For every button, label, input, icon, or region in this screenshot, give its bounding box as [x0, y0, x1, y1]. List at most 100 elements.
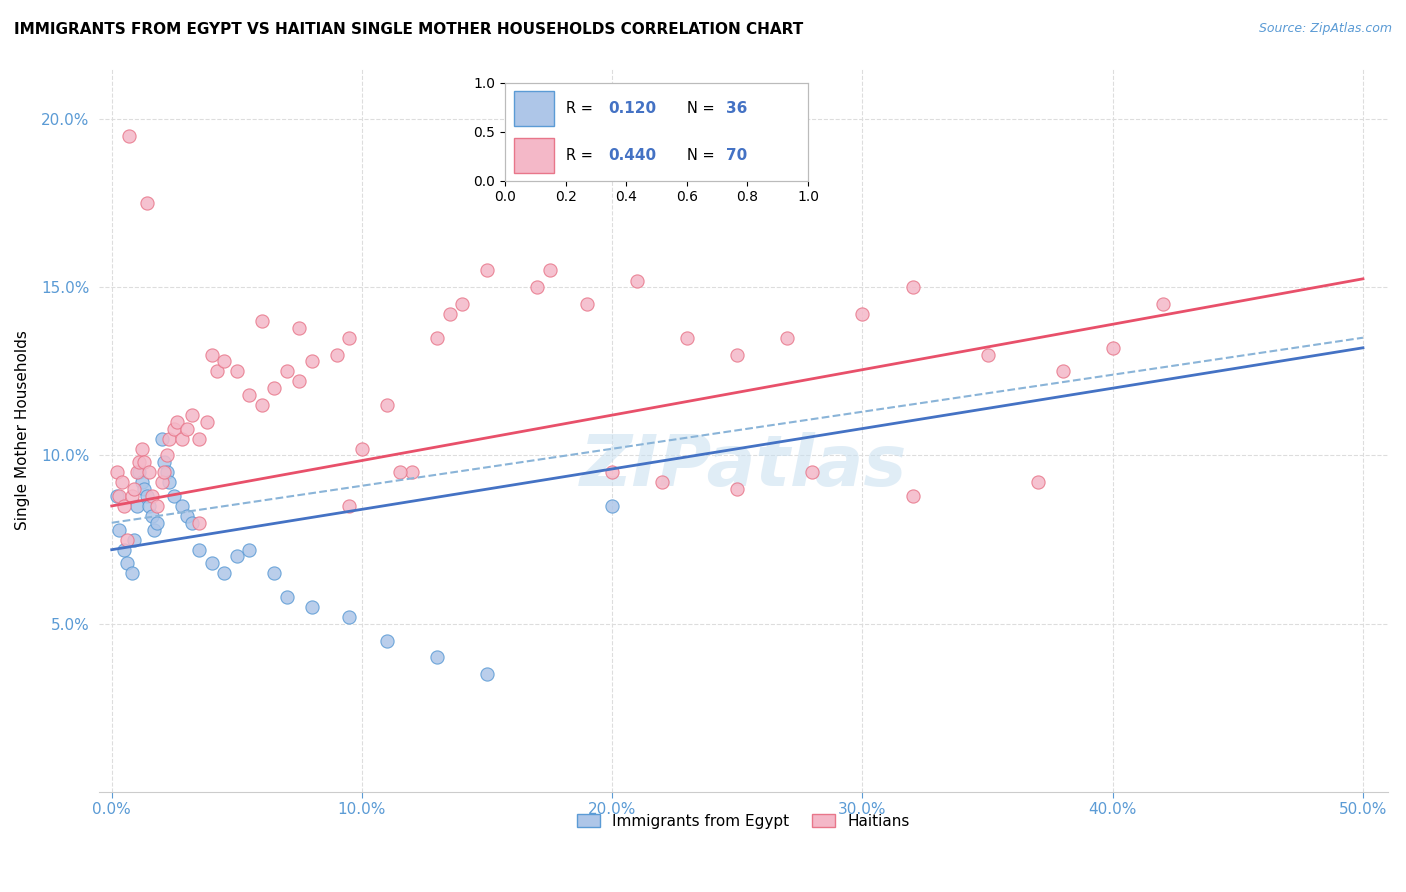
Point [180, 516, 202, 530]
Point [901, 280, 924, 294]
Point [976, 347, 998, 361]
Point [339, 331, 361, 345]
Point [250, 314, 273, 328]
Point [195, 415, 218, 429]
Text: IMMIGRANTS FROM EGYPT VS HAITIAN SINGLE MOTHER HOUSEHOLDS CORRELATION CHART: IMMIGRANTS FROM EGYPT VS HAITIAN SINGLE … [14, 22, 803, 37]
Point [426, 331, 449, 345]
Point [157, 475, 180, 490]
Point [188, 432, 211, 446]
Point [725, 347, 748, 361]
Point [600, 465, 623, 479]
Point [128, 465, 150, 479]
Point [225, 364, 247, 378]
Point [263, 381, 285, 395]
Point [626, 273, 648, 287]
Point [375, 398, 398, 412]
Point [115, 533, 138, 547]
Point [112, 542, 135, 557]
Point [138, 499, 160, 513]
Point [326, 347, 349, 361]
Point [163, 421, 186, 435]
Text: ZIPatlas: ZIPatlas [579, 432, 907, 501]
Point [238, 542, 260, 557]
Point [339, 610, 361, 624]
Point [145, 499, 167, 513]
Point [122, 533, 145, 547]
Point [214, 354, 236, 368]
Point [180, 408, 202, 422]
Point [801, 465, 824, 479]
Point [388, 465, 411, 479]
Point [401, 465, 423, 479]
Point [276, 364, 298, 378]
Point [600, 499, 623, 513]
Text: Source: ZipAtlas.com: Source: ZipAtlas.com [1258, 22, 1392, 36]
Point [451, 297, 474, 311]
Point [143, 523, 166, 537]
Point [301, 354, 323, 368]
Point [170, 432, 193, 446]
Point [135, 196, 157, 211]
Point [150, 475, 173, 490]
Point [276, 590, 298, 604]
Point [1101, 341, 1123, 355]
Point [105, 489, 128, 503]
Point [111, 475, 134, 490]
Point [350, 442, 373, 456]
Point [1026, 475, 1049, 490]
Point [901, 489, 924, 503]
Point [108, 489, 131, 503]
Point [851, 307, 873, 321]
Point [188, 542, 211, 557]
Point [153, 465, 176, 479]
Point [250, 398, 273, 412]
Point [201, 556, 224, 570]
Point [134, 455, 156, 469]
Point [128, 455, 150, 469]
Point [776, 331, 799, 345]
Legend: Immigrants from Egypt, Haitians: Immigrants from Egypt, Haitians [571, 807, 917, 835]
Point [214, 566, 236, 581]
Point [170, 499, 193, 513]
Point [176, 421, 198, 435]
Point [131, 475, 153, 490]
Point [121, 566, 143, 581]
Point [156, 449, 179, 463]
Point [134, 482, 156, 496]
Point [145, 516, 167, 530]
Point [538, 263, 561, 277]
Point [118, 128, 141, 143]
Point [141, 509, 163, 524]
Point [163, 489, 186, 503]
Point [725, 482, 748, 496]
Point [576, 297, 599, 311]
Y-axis label: Single Mother Households: Single Mother Households [15, 330, 30, 530]
Point [375, 633, 398, 648]
Point [115, 556, 138, 570]
Point [238, 388, 260, 402]
Point [205, 364, 228, 378]
Point [131, 442, 153, 456]
Point [157, 432, 180, 446]
Point [526, 280, 548, 294]
Point [112, 499, 135, 513]
Point [288, 375, 311, 389]
Point [475, 263, 498, 277]
Point [301, 599, 323, 614]
Point [166, 415, 188, 429]
Point [156, 465, 179, 479]
Point [125, 499, 148, 513]
Point [153, 455, 176, 469]
Point [138, 465, 160, 479]
Point [288, 320, 311, 334]
Point [1052, 364, 1074, 378]
Point [676, 331, 699, 345]
Point [108, 523, 131, 537]
Point [201, 347, 224, 361]
Point [263, 566, 285, 581]
Point [150, 432, 173, 446]
Point [125, 465, 148, 479]
Point [176, 509, 198, 524]
Point [121, 489, 143, 503]
Point [105, 465, 128, 479]
